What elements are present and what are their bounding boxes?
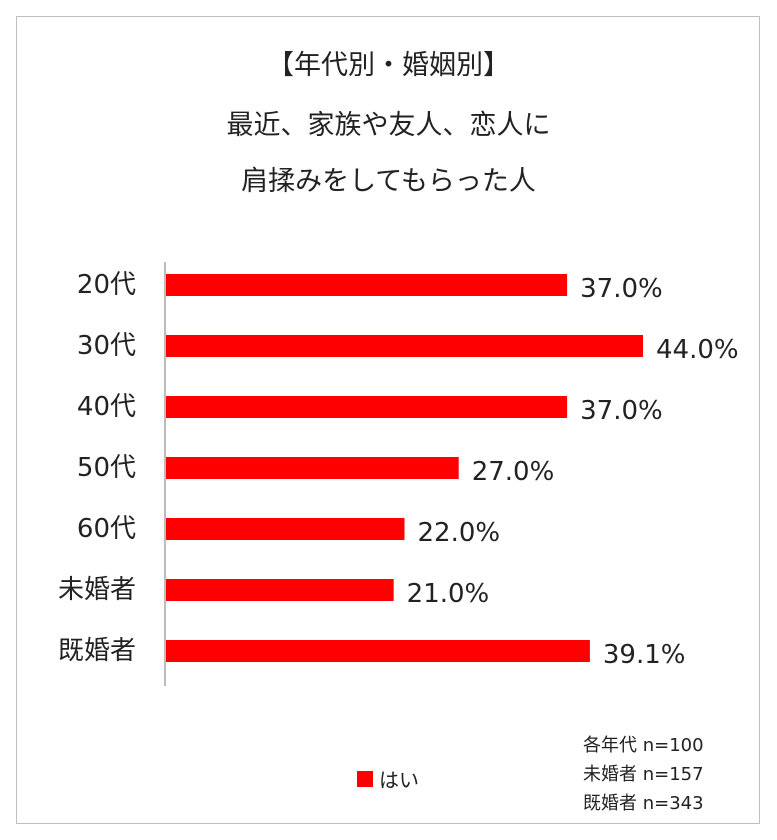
chart-title-line-3: 肩揉みをしてもらった人 [241,166,536,197]
note-line: 既婚者 n=343 [583,793,704,814]
chart-title-line-2: 最近、家族や友人、恋人に [226,110,551,141]
category-label: 30代 [77,331,136,361]
legend-swatch [357,770,373,787]
legend: はい [357,764,419,793]
bar [166,335,643,357]
category-label: 40代 [77,392,136,422]
value-label: 37.0% [580,274,663,304]
chart-frame [16,16,760,824]
bar [166,274,568,296]
chart-title-line-1: 【年代別・婚姻別】 [267,50,510,81]
category-label: 50代 [77,453,136,483]
value-label: 44.0% [656,335,739,365]
bar [166,396,568,418]
category-label: 60代 [77,514,136,544]
value-label: 39.1% [603,640,686,670]
value-label: 21.0% [407,579,490,609]
legend-label: はい [379,768,419,792]
bar [166,518,405,540]
bar [166,579,394,601]
bar [166,640,590,662]
value-label: 37.0% [580,396,663,426]
category-label: 既婚者 [58,636,136,666]
sample-size-notes: 各年代 n=100 未婚者 n=157 既婚者 n=343 [583,731,704,818]
value-label: 27.0% [472,457,555,487]
note-line: 各年代 n=100 [583,735,704,756]
value-label: 22.0% [418,518,501,548]
note-line: 未婚者 n=157 [583,764,704,785]
category-label: 20代 [77,270,136,300]
category-label: 未婚者 [58,575,136,605]
bar [166,457,459,479]
